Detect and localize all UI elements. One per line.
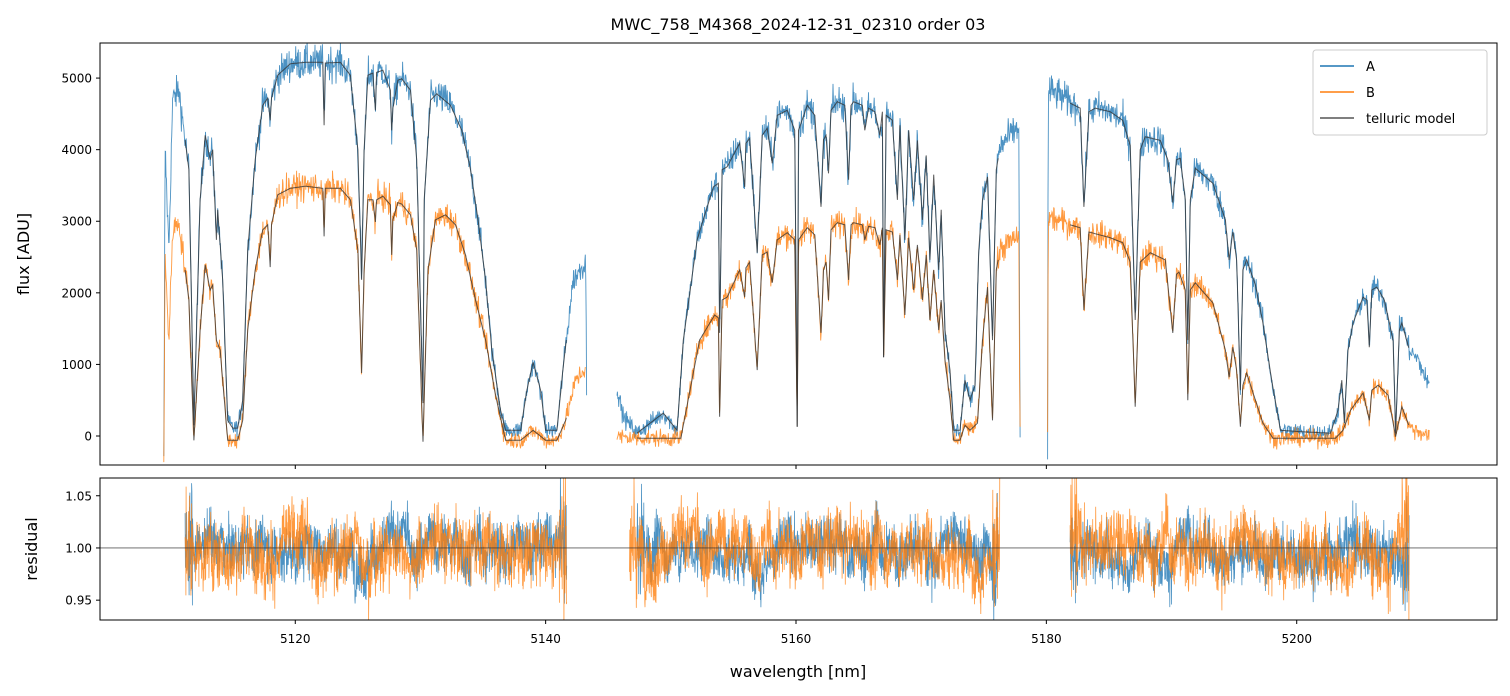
residual-ylabel: residual — [22, 517, 41, 580]
xtick-label: 5120 — [280, 632, 311, 646]
residual-axes: 0.95 1.00 1.05 5120 5140 5160 5180 5200 residua… — [22, 477, 1498, 681]
xtick-label: 5180 — [1031, 632, 1062, 646]
flux-ytick-label: 1000 — [61, 358, 92, 372]
flux-ytick-label: 5000 — [61, 72, 92, 86]
flux-ytick-label: 2000 — [61, 286, 92, 300]
flux-axes-frame — [99, 42, 1498, 466]
residual-ytick-label: 1.05 — [65, 489, 92, 503]
flux-ytick-label: 4000 — [61, 143, 92, 157]
flux-plot-area — [163, 43, 1430, 463]
telluric-model-line-a — [184, 61, 567, 431]
flux-ylabel: flux [ADU] — [14, 213, 33, 295]
legend-frame — [1312, 49, 1488, 136]
flux-axes: 0 1000 2000 3000 4000 5000 flux [ADU] — [14, 42, 1498, 469]
chart-title: MWC_758_M4368_2024-12-31_02310 order 03 — [611, 15, 986, 35]
xtick-label: 5200 — [1281, 632, 1312, 646]
flux-ticks: 0 1000 2000 3000 4000 5000 — [61, 72, 1298, 469]
residual-ytick-label: 1.00 — [65, 541, 92, 555]
series-b-residual-line — [629, 478, 1001, 615]
series-a-flux-line — [616, 82, 1021, 439]
series-b-residual-line — [1069, 478, 1410, 620]
telluric-model-line-b — [184, 185, 567, 442]
legend-label-b: B — [1366, 86, 1375, 101]
telluric-model-line-a — [1069, 102, 1410, 434]
telluric-model-line-b — [637, 222, 999, 441]
xtick-label: 5140 — [530, 632, 561, 646]
legend-label-model: telluric model — [1366, 112, 1455, 127]
flux-ytick-label: 3000 — [61, 215, 92, 229]
flux-ytick-label: 0 — [84, 430, 92, 444]
residual-ytick-label: 0.95 — [65, 594, 92, 608]
series-b-flux-line — [616, 206, 1021, 447]
residual-plot-area — [100, 478, 1497, 620]
legend-label-a: A — [1366, 60, 1375, 75]
series-b-residual-line — [184, 478, 568, 620]
residual-ticks: 0.95 1.00 1.05 5120 5140 5160 5180 5200 — [65, 489, 1312, 646]
legend: A B telluric model — [1312, 49, 1488, 136]
xlabel: wavelength [nm] — [730, 662, 867, 681]
xtick-label: 5160 — [781, 632, 812, 646]
residual-axes-frame — [99, 477, 1498, 621]
series-a-residual-line — [1069, 495, 1410, 612]
telluric-model-line-b — [1069, 224, 1410, 439]
telluric-model-line-a — [636, 101, 999, 434]
